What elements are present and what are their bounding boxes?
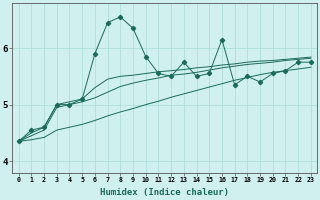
X-axis label: Humidex (Indice chaleur): Humidex (Indice chaleur) [100,188,229,197]
